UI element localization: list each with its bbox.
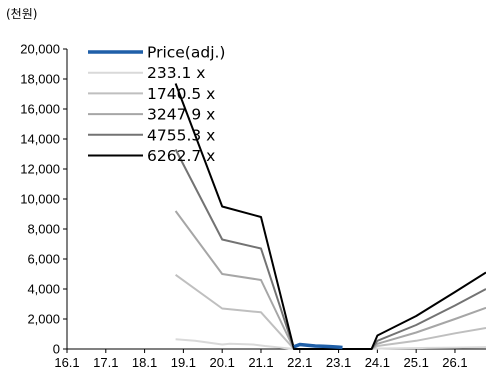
x-tick-label: 20.1 <box>210 355 235 370</box>
y-tick-label: 8,000 <box>27 222 60 237</box>
legend: Price(adj.) 233.1 x 1740.5 x 3247.9 x 4755.3… <box>88 44 225 166</box>
legend-label-5: 6262.7 x <box>147 147 215 165</box>
x-tick-label: 26.1 <box>442 355 467 370</box>
x-tick-label: 21.1 <box>248 355 273 370</box>
x-tick-label: 24.1 <box>365 355 390 370</box>
series-line-0 <box>294 345 343 348</box>
series-line-3 <box>176 211 486 349</box>
series-line-2 <box>176 275 486 349</box>
legend-label-1: 233.1 x <box>147 64 205 82</box>
x-tick-label: 19.1 <box>171 355 196 370</box>
y-tick-label: 4,000 <box>27 282 60 297</box>
y-tick-label: 18,000 <box>20 72 60 87</box>
x-tick-label: 22.1 <box>287 355 312 370</box>
y-tick-label: 6,000 <box>27 252 60 267</box>
axes: 02,0004,0006,0008,00010,00012,00014,0001… <box>20 42 486 371</box>
y-tick-label: 2,000 <box>27 312 60 327</box>
legend-label-0: Price(adj.) <box>147 44 225 62</box>
y-tick-label: 20,000 <box>20 42 60 57</box>
y-tick-label: 14,000 <box>20 132 60 147</box>
x-tick-label: 16.1 <box>54 355 79 370</box>
series-line-4 <box>176 150 486 350</box>
y-tick-label: 12,000 <box>20 162 60 177</box>
legend-label-4: 4755.3 x <box>147 126 215 144</box>
plot-area <box>176 84 486 350</box>
x-tick-label: 23.1 <box>326 355 351 370</box>
legend-label-3: 3247.9 x <box>147 106 215 124</box>
x-tick-label: 17.1 <box>93 355 118 370</box>
y-tick-label: 16,000 <box>20 102 60 117</box>
y-tick-label: 10,000 <box>20 192 60 207</box>
x-tick-label: 25.1 <box>404 355 429 370</box>
legend-label-2: 1740.5 x <box>147 85 215 103</box>
x-tick-label: 18.1 <box>132 355 157 370</box>
